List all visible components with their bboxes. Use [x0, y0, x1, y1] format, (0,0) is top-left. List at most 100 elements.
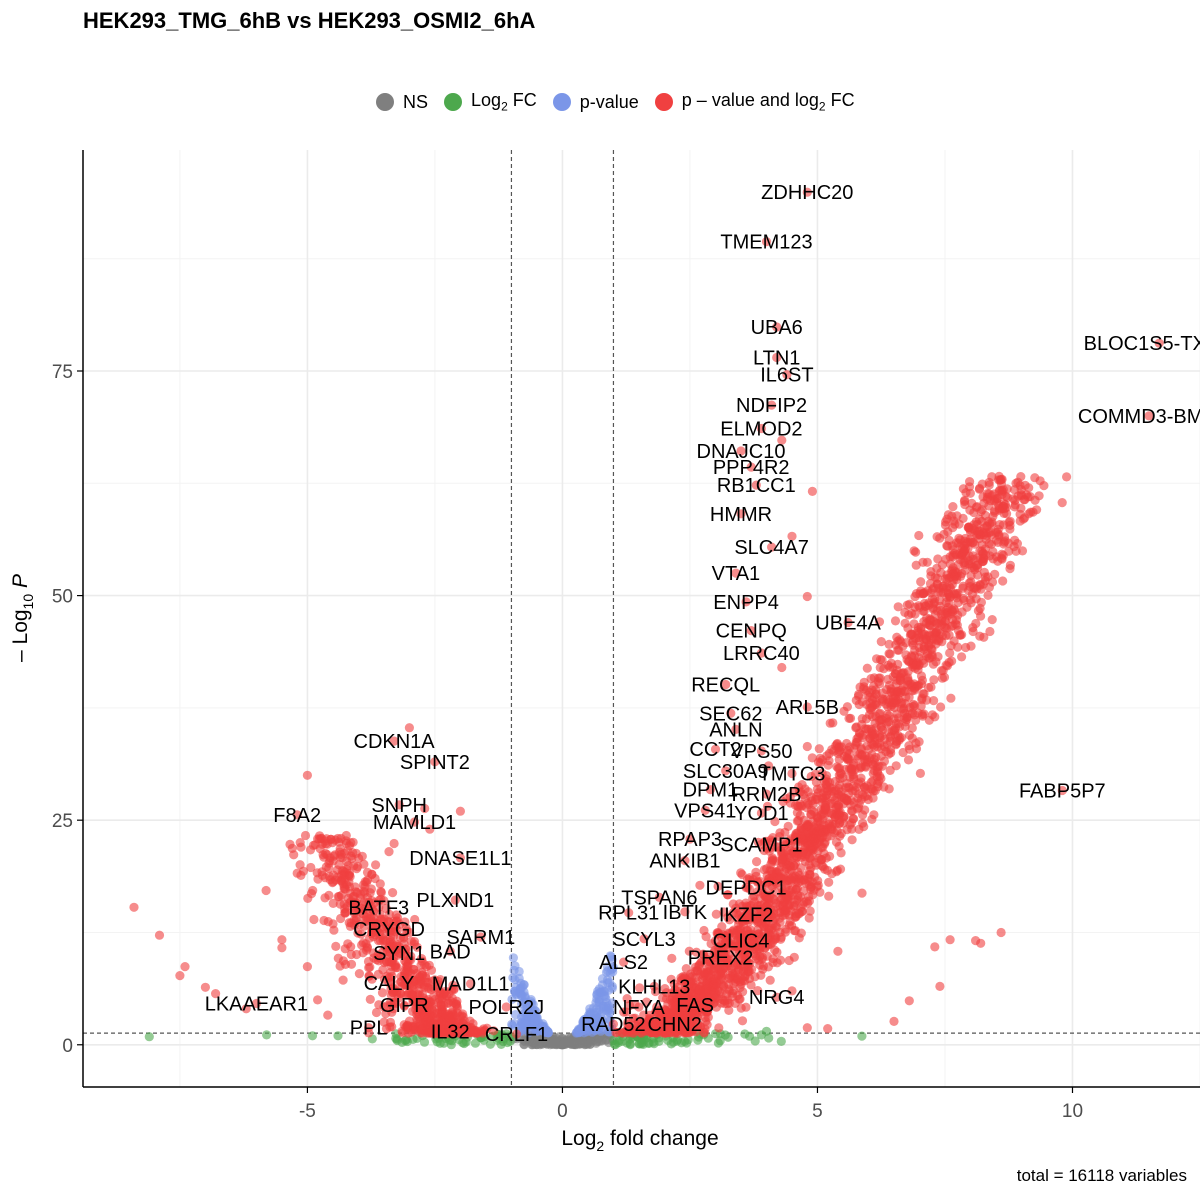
- data-point-outlier: [384, 847, 394, 857]
- data-point-both: [724, 1005, 734, 1016]
- point-label: RECQL: [691, 675, 760, 697]
- data-point-both: [785, 916, 795, 927]
- data-point-both: [734, 899, 745, 909]
- data-points: [129, 187, 1164, 1050]
- data-point-both: [823, 786, 833, 796]
- data-point-both: [376, 888, 386, 898]
- x-tick-label: 10: [1062, 1101, 1083, 1122]
- data-point-both: [748, 875, 758, 885]
- grid: [83, 150, 1200, 1087]
- data-point-both: [911, 738, 921, 748]
- data-point-both: [916, 701, 926, 711]
- data-point-both: [984, 489, 994, 499]
- data-point-both: [997, 487, 1007, 497]
- data-point-both: [452, 1003, 462, 1013]
- data-point-both: [667, 953, 677, 964]
- data-point-both: [843, 755, 853, 765]
- point-label: ANKIB1: [649, 851, 720, 873]
- data-point-both: [790, 897, 800, 908]
- data-point-both: [351, 848, 361, 859]
- data-point-both: [950, 519, 960, 529]
- data-point-both: [851, 723, 861, 733]
- data-point-ns: [597, 1035, 608, 1045]
- data-point-both: [885, 736, 895, 746]
- data-point-both: [858, 818, 868, 828]
- data-point-outlier: [180, 962, 190, 972]
- data-point-outlier: [200, 982, 210, 992]
- data-point-both: [1005, 560, 1016, 570]
- data-point-both: [1004, 546, 1014, 556]
- data-point-both: [948, 502, 958, 512]
- data-point-both: [764, 761, 774, 771]
- data-point-pvalue: [598, 1001, 609, 1012]
- data-point-both: [967, 589, 978, 599]
- data-point-both: [714, 1023, 724, 1033]
- data-point-both: [319, 915, 329, 926]
- data-point-both: [335, 852, 345, 863]
- point-label: ARL5B: [776, 697, 839, 719]
- point-label: GIPR: [380, 995, 429, 1017]
- data-point-outlier: [389, 838, 399, 849]
- data-point-both: [842, 702, 853, 712]
- data-point-both: [904, 730, 915, 740]
- point-label: MAD1L1: [432, 974, 510, 996]
- point-label: VPS41: [674, 800, 736, 822]
- data-point-fc: [636, 1039, 647, 1049]
- data-point-both: [402, 1021, 412, 1031]
- data-point-fc: [740, 1029, 750, 1039]
- point-label: COMMD3-BMI1: [1078, 406, 1200, 428]
- data-point-both: [892, 736, 902, 747]
- data-point-both: [964, 523, 974, 533]
- data-point-both: [809, 807, 819, 817]
- data-point-both: [877, 694, 888, 704]
- point-label: FABP5P7: [1019, 781, 1106, 803]
- data-point-both: [340, 944, 350, 954]
- data-point-both: [713, 881, 723, 892]
- data-point-both: [944, 535, 954, 546]
- data-point-both: [700, 969, 710, 979]
- data-point-both: [775, 828, 785, 838]
- point-label: LRRC40: [723, 643, 800, 665]
- data-point-both: [860, 805, 870, 815]
- data-point-pvalue: [606, 952, 616, 962]
- data-point-both: [988, 547, 998, 557]
- data-point-both: [794, 782, 804, 792]
- data-point-both: [909, 546, 919, 556]
- data-point-both: [1030, 473, 1040, 483]
- data-point-both: [984, 539, 994, 549]
- data-point-outlier: [935, 981, 945, 992]
- data-point-pvalue: [580, 1014, 590, 1024]
- legend-label-pvalue: p-value: [579, 91, 639, 112]
- data-point-both: [857, 888, 867, 898]
- x-tick-label: -5: [299, 1101, 316, 1122]
- data-point-both: [979, 632, 989, 642]
- data-point-both: [844, 783, 854, 793]
- data-point-both: [806, 863, 816, 873]
- data-point-both: [1057, 498, 1067, 508]
- data-point-both: [844, 713, 854, 724]
- point-label: HMMR: [710, 504, 772, 526]
- data-point-both: [915, 768, 926, 779]
- data-point-outlier: [175, 971, 185, 981]
- point-label: SYN1: [373, 943, 425, 965]
- data-point-both: [932, 626, 942, 636]
- data-point-both: [903, 667, 913, 677]
- data-point-both: [853, 793, 863, 803]
- legend-marker-ns: [376, 93, 394, 111]
- data-point-both: [868, 768, 878, 779]
- data-point-both: [346, 959, 357, 969]
- data-point-both: [825, 851, 835, 862]
- data-point-both: [958, 593, 968, 604]
- data-point-both: [984, 477, 994, 487]
- data-point-both: [371, 860, 381, 870]
- data-point-both: [900, 618, 910, 628]
- point-label: ALS2: [599, 952, 648, 974]
- point-label: PPL: [350, 1018, 388, 1040]
- data-point-fc: [144, 1032, 154, 1042]
- point-label: CHN2: [647, 1014, 701, 1036]
- data-point-both: [932, 532, 942, 542]
- point-labels: ZDHHC20TMEM123UBA6BLOC1S5-TXNDLTN1IL6STN…: [205, 182, 1200, 1046]
- data-point-both: [642, 1021, 652, 1031]
- data-point-both: [652, 1002, 662, 1012]
- data-point-both: [854, 699, 864, 710]
